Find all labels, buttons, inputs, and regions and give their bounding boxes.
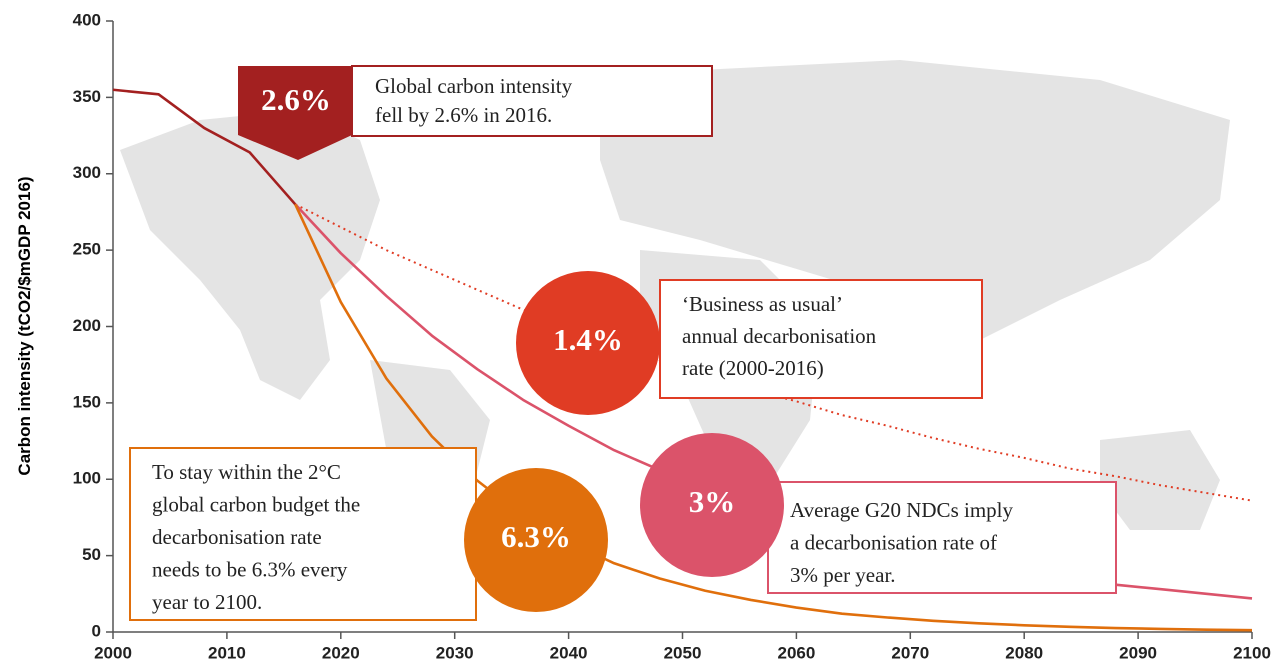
series-line — [112, 88, 297, 206]
x-tick-label: 2060 — [777, 643, 815, 662]
y-tick-label: 100 — [73, 469, 101, 488]
y-tick-label: 250 — [73, 240, 101, 259]
annotation-text: 3% per year. — [790, 563, 896, 587]
annotation-text: annual decarbonisation — [682, 324, 877, 348]
y-tick-label: 0 — [92, 621, 101, 640]
y-tick-label: 50 — [82, 545, 101, 564]
annotation-box — [129, 447, 477, 621]
x-tick-label: 2070 — [891, 643, 929, 662]
badge-label: 3% — [689, 484, 736, 519]
y-axis-title: Carbon intensity (tCO2/$mGDP 2016) — [15, 176, 34, 475]
badge-circle — [464, 468, 608, 612]
annotation-text: ‘Business as usual’ — [682, 292, 843, 316]
x-tick-label: 2100 — [1233, 643, 1271, 662]
y-tick-label: 300 — [73, 163, 101, 182]
annotation-box — [351, 65, 713, 137]
annotation-text: fell by 2.6% in 2016. — [375, 103, 552, 127]
badge-circle — [516, 271, 660, 415]
x-tick-label: 2010 — [208, 643, 246, 662]
x-tick-label: 2080 — [1005, 643, 1043, 662]
annotation: To stay within the 2°C global carbon budg… — [129, 447, 477, 621]
annotation-text: To stay within the 2°C — [152, 460, 341, 484]
annotation-text: rate (2000-2016) — [682, 356, 824, 380]
y-tick-label: 350 — [73, 87, 101, 106]
badge-label: 1.4% — [553, 322, 623, 357]
x-tick-label: 2000 — [94, 643, 132, 662]
annotation: Global carbon intensity fell by 2.6% in 2… — [351, 65, 713, 137]
y-tick-label: 200 — [73, 316, 101, 335]
y-tick-label: 150 — [73, 392, 101, 411]
annotation-text: needs to be 6.3% every — [152, 557, 348, 581]
x-tick-label: 2090 — [1119, 643, 1157, 662]
x-tick-label: 2030 — [436, 643, 474, 662]
badge-banner — [238, 66, 352, 160]
x-tick-label: 2020 — [322, 643, 360, 662]
annotation: Average G20 NDCs imply a decarbonisation … — [767, 481, 1117, 594]
annotation-box — [767, 481, 1117, 594]
annotation-text: decarbonisation rate — [152, 525, 322, 549]
annotation-text: Average G20 NDCs imply — [790, 498, 1013, 522]
badge-label: 6.3% — [501, 519, 571, 554]
badge-circle — [640, 433, 784, 577]
annotation-text: a decarbonisation rate of — [790, 530, 997, 554]
y-tick-label: 400 — [73, 10, 101, 29]
x-tick-label: 2040 — [550, 643, 588, 662]
badge-label: 2.6% — [261, 82, 331, 117]
x-tick-label: 2050 — [664, 643, 702, 662]
annotation-text: global carbon budget the — [152, 492, 360, 516]
annotation: ‘Business as usual’ annual decarbonisatio… — [659, 279, 983, 399]
annotation-box — [659, 279, 983, 399]
annotation-text: year to 2100. — [152, 590, 262, 614]
annotation-text: Global carbon intensity — [375, 74, 573, 98]
